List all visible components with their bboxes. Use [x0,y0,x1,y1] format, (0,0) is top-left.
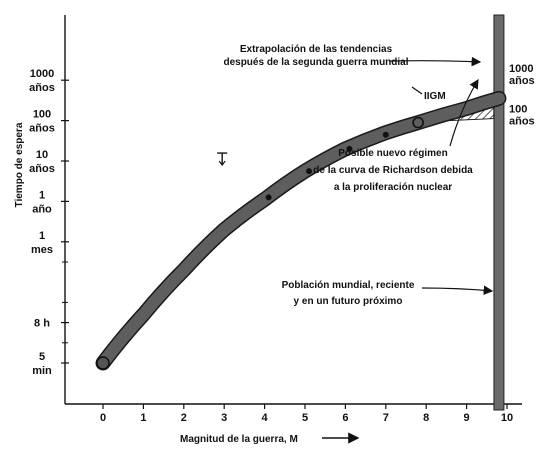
y-tick-label: mes [31,244,53,256]
y-tick-label: 5 [39,351,45,363]
y-tick-label: años [29,163,55,175]
x-tick-label: 5 [302,412,308,424]
x-tick-label: 4 [262,412,269,424]
annotation-extrapolation: después de la segunda guerra mundial [223,57,408,68]
data-point [412,116,424,129]
y-tick-label: años [29,82,55,94]
curve-outline [95,90,507,371]
right-tick-label: años [509,75,535,87]
right-tick-label: 100 [509,104,527,116]
data-point [306,168,313,175]
x-tick-label: 7 [383,412,389,424]
annotation-regime: a la proliferación nuclear [334,182,452,193]
annotation-wwii: IIGM [424,91,446,102]
y-tick-label: 1000 [30,68,54,80]
data-point [96,356,110,370]
y-tick-label: años [29,123,55,135]
y-tick-label: 1 [39,230,45,242]
wwii-pointer [411,86,423,95]
regime-arrow [449,78,479,147]
x-tick-label: 10 [501,412,513,424]
bound-marker-arrow [218,160,226,167]
population-arrow [421,285,494,295]
annotation-extrapolation: Extrapolación de las tendencias [240,44,393,55]
y-tick-label: año [32,203,52,215]
x-axis-label: Magnitud de la guerra, M [180,434,298,445]
y-tick-label: min [32,365,52,377]
x-tick-label: 8 [423,412,429,424]
y-tick-label: 10 [36,149,48,161]
extrapolation-arrow [389,56,482,67]
data-point [346,145,353,152]
bound-marker [217,152,228,165]
annotation-population: y en un futuro próximo [294,296,403,307]
richardson-curve [97,92,505,369]
world-population-bar [493,14,505,411]
x-tick-label: 3 [221,412,227,424]
annotation-regime: de la curva de Richardson debida [313,165,473,176]
x-tick-label: 0 [100,412,106,424]
x-tick-label: 9 [464,412,470,424]
y-axis-label: Tiempo de espera [14,122,25,207]
x-tick-label: 6 [342,412,348,424]
right-tick-label: 1000 [509,63,533,75]
y-tick-label: 100 [33,109,51,121]
x-tick-label: 1 [140,412,146,424]
x-tick-label: 2 [181,412,187,424]
y-tick-label: 1 [39,189,45,201]
annotation-population: Población mundial, reciente [282,280,415,291]
data-point [265,194,272,201]
data-point [382,131,389,138]
y-tick-label: 8 h [34,318,50,330]
right-tick-label: años [509,116,535,128]
annotation-regime: Posible nuevo régimen [338,148,447,159]
